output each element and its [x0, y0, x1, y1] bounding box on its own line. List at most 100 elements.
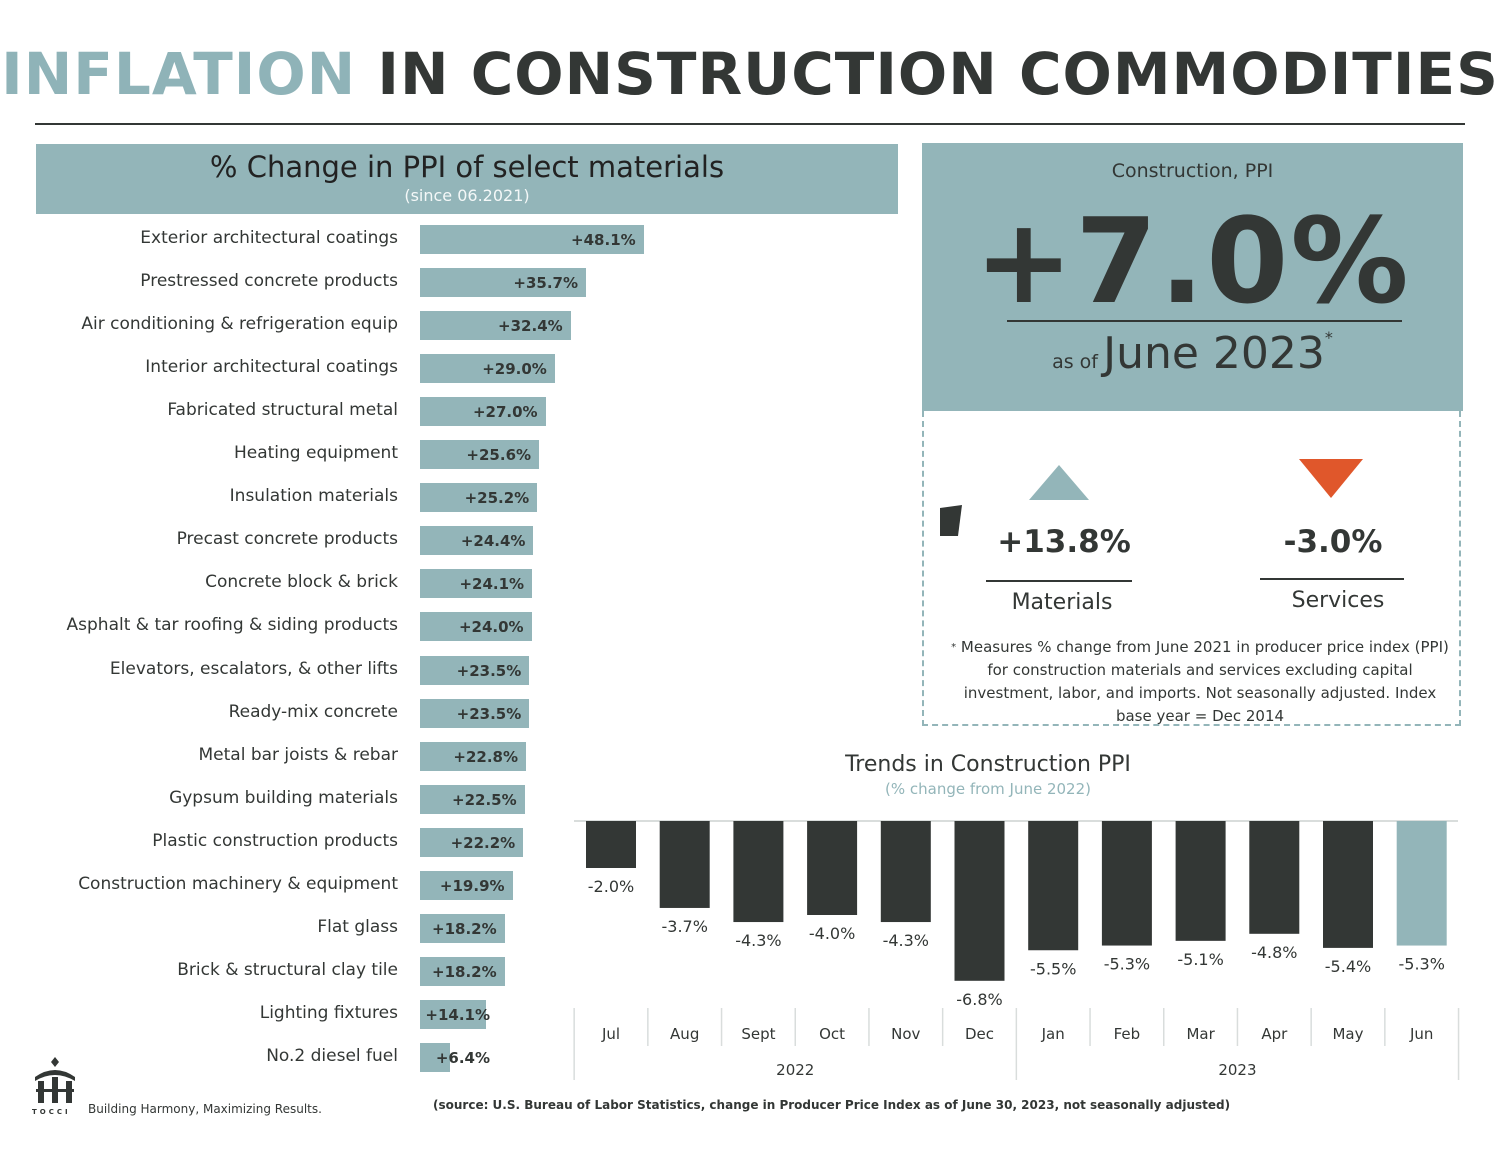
kpi-as-of-prefix: as of	[1052, 351, 1098, 373]
material-bar	[420, 999, 486, 1029]
services-label: Services	[1291, 588, 1385, 613]
material-bar	[420, 612, 532, 642]
breakdown-panel	[922, 411, 1461, 726]
material-value-label: +25.2%	[464, 489, 530, 508]
material-label: Lighting fixtures	[259, 1002, 398, 1023]
material-bar	[420, 354, 555, 384]
material-label: Precast concrete products	[176, 529, 398, 550]
material-bar	[420, 827, 524, 857]
kpi-divider	[1007, 320, 1402, 322]
trend-month-label: Feb	[1114, 1025, 1141, 1043]
trend-bar	[880, 821, 931, 923]
material-value-label: +48.1%	[571, 231, 636, 249]
trend-month-label: Jul	[601, 1025, 620, 1043]
materials-chart-subtitle: (since 06.2021)	[404, 186, 530, 205]
trend-month-label: Dec	[965, 1025, 994, 1043]
material-bar	[420, 268, 586, 298]
material-value-label: +22.2%	[450, 833, 516, 852]
trend-month-label: Apr	[1261, 1025, 1288, 1043]
trend-bar	[733, 821, 784, 923]
material-bar	[420, 311, 571, 341]
trend-value-label: -2.0%	[588, 877, 634, 896]
arrow-down-icon	[1299, 459, 1363, 498]
material-bar	[420, 526, 534, 556]
materials-label: Materials	[1011, 590, 1113, 615]
material-label: Air conditioning & refrigeration equip	[81, 314, 398, 335]
page-title: INFLATION IN CONSTRUCTION COMMODITIES	[0, 40, 1500, 108]
material-bar	[420, 483, 538, 513]
material-bar	[420, 956, 505, 986]
trend-value-label: -6.8%	[956, 990, 1002, 1009]
trend-month-label: Nov	[891, 1025, 920, 1043]
footnote: * Measures % change from June 2021 in pr…	[950, 636, 1450, 728]
material-value-label: +32.4%	[498, 317, 563, 336]
material-value-label: +14.1%	[425, 1005, 490, 1024]
material-value-label: +18.2%	[432, 962, 497, 981]
trend-month-label: Sept	[741, 1025, 775, 1043]
material-bar	[420, 225, 644, 254]
trend-month-label: Oct	[819, 1025, 845, 1043]
material-bar	[420, 440, 540, 470]
material-bar	[420, 741, 527, 771]
footnote-text: Measures % change from June 2021 in prod…	[960, 638, 1449, 725]
materials-chart-title: % Change in PPI of select materials	[209, 150, 725, 184]
title-rest: IN CONSTRUCTION COMMODITIES	[377, 40, 1499, 108]
trend-bar	[1396, 821, 1447, 946]
material-bar	[420, 655, 530, 685]
trend-bar-chart: -2.0% Jul -3.7% Aug -4.3% Sept -4.0% Oct -4.3% No…	[573, 820, 1460, 1080]
materials-chart-header	[36, 144, 898, 214]
material-bar	[420, 784, 525, 814]
material-label: Heating equipment	[233, 443, 398, 464]
material-label: Elevators, escalators, & other lifts	[109, 658, 398, 679]
trend-value-label: -5.1%	[1177, 950, 1223, 969]
kpi-asterisk: *	[1324, 328, 1333, 347]
materials-divider	[986, 580, 1132, 582]
trend-bar	[954, 821, 1005, 981]
kpi-label: Construction, PPI	[1111, 160, 1274, 182]
services-divider	[1260, 578, 1404, 580]
material-label: Exterior architectural coatings	[140, 228, 398, 248]
trend-month-label: Mar	[1186, 1025, 1215, 1043]
material-label: Brick & structural clay tile	[177, 959, 398, 980]
kpi-value: +7.0%	[974, 192, 1411, 330]
material-label: Construction machinery & equipment	[78, 873, 398, 894]
material-value-label: +18.2%	[432, 919, 497, 938]
tocci-logo	[35, 1057, 75, 1103]
material-label: Ready-mix concrete	[228, 701, 398, 722]
trend-bar	[1101, 821, 1152, 946]
trend-month-label: Aug	[670, 1025, 699, 1043]
material-value-label: +23.5%	[456, 704, 522, 723]
bracket-mark-icon	[940, 505, 962, 536]
material-value-label: +27.0%	[472, 403, 538, 422]
trend-value-label: -4.0%	[809, 924, 855, 943]
trend-bar	[586, 821, 636, 868]
material-label: Asphalt & tar roofing & siding products	[66, 615, 398, 636]
material-value-label: +24.1%	[459, 575, 525, 594]
material-bar	[420, 913, 505, 943]
footnote-marker: *	[951, 642, 957, 653]
kpi-as-of-date: June 2023	[1103, 328, 1325, 379]
trend-value-label: -5.3%	[1104, 955, 1150, 974]
material-label: Interior architectural coatings	[145, 357, 398, 378]
material-label: No.2 diesel fuel	[266, 1045, 398, 1066]
source-note: (source: U.S. Bureau of Labor Statistics…	[433, 1098, 1231, 1112]
material-value-label: +22.8%	[453, 747, 519, 766]
material-bar	[420, 569, 533, 599]
trend-value-label: -5.4%	[1325, 957, 1371, 976]
material-bar	[420, 1042, 450, 1072]
title-highlight: INFLATION	[1, 40, 357, 108]
material-label: Concrete block & brick	[205, 572, 398, 593]
logo-wordmark: TOCCI	[32, 1108, 71, 1116]
material-label: Plastic construction products	[152, 830, 398, 851]
trend-value-label: -4.3%	[735, 931, 781, 950]
title-divider	[35, 123, 1465, 125]
trend-month-label: May	[1332, 1025, 1363, 1043]
trend-value-label: -5.3%	[1398, 955, 1444, 974]
kpi-as-of: as of June 2023*	[922, 328, 1463, 379]
material-value-label: +25.6%	[466, 446, 532, 465]
trend-bar	[1249, 821, 1300, 934]
material-bar	[420, 698, 530, 728]
material-value-label: +35.7%	[513, 274, 578, 293]
services-value: -3.0%	[1283, 524, 1383, 560]
material-label: Prestressed concrete products	[140, 271, 398, 292]
